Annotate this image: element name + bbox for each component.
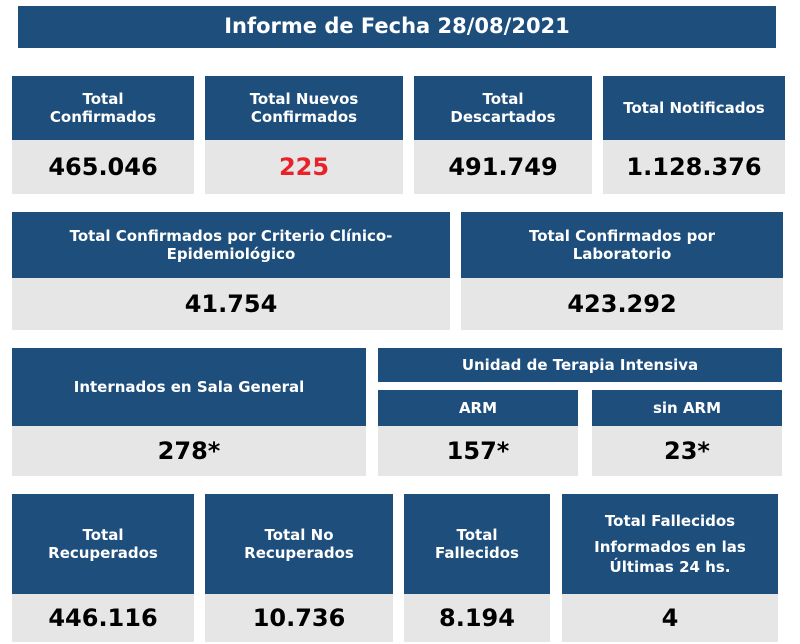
confirmados-criterio-clinico-value: 41.754 [12, 278, 450, 330]
confirmados-criterio-clinico-label-1: Total Confirmados por Criterio Clínico- [69, 227, 393, 245]
sala-general-header: Internados en Sala General [12, 348, 366, 426]
arm-header: ARM [378, 390, 578, 426]
total-no-recuperados-label-2: Recuperados [244, 544, 354, 562]
total-nuevos-confirmados-label-2: Confirmados [250, 108, 358, 126]
total-confirmados-label-1: Total [82, 90, 124, 108]
confirmados-criterio-clinico-header: Total Confirmados por Criterio Clínico- … [12, 212, 450, 278]
total-recuperados-label-1: Total [82, 526, 124, 544]
total-fallecidos-label-1: Total [456, 526, 498, 544]
uti-header: Unidad de Terapia Intensiva [378, 348, 782, 382]
total-notificados-label-1: Total Notificados [623, 99, 765, 117]
total-no-recuperados-label-1: Total No [264, 526, 334, 544]
total-fallecidos-value: 8.194 [404, 594, 550, 642]
confirmados-laboratorio-label-1: Total Confirmados por [528, 227, 716, 245]
total-recuperados-label-2: Recuperados [48, 544, 158, 562]
fallecidos-24hs-value: 4 [562, 594, 778, 642]
total-descartados-label-1: Total [482, 90, 524, 108]
total-descartados-header: Total Descartados [414, 76, 592, 140]
sala-general-label: Internados en Sala General [73, 378, 305, 396]
fallecidos-24hs-label-3: Últimas 24 hs. [609, 558, 731, 577]
confirmados-criterio-clinico-label-2: Epidemiológico [166, 245, 296, 263]
confirmados-laboratorio-label-2: Laboratorio [572, 245, 672, 263]
total-fallecidos-header: Total Fallecidos [404, 494, 550, 594]
confirmados-laboratorio-value: 423.292 [461, 278, 783, 330]
total-fallecidos-label-2: Fallecidos [435, 544, 519, 562]
sin-arm-header: sin ARM [592, 390, 782, 426]
report-title: Informe de Fecha 28/08/2021 [18, 6, 776, 48]
arm-label: ARM [458, 399, 498, 417]
fallecidos-24hs-header: Total Fallecidos Informados en las Últim… [562, 494, 778, 594]
sala-general-value: 278* [12, 426, 366, 476]
total-nuevos-confirmados-header: Total Nuevos Confirmados [205, 76, 403, 140]
total-recuperados-header: Total Recuperados [12, 494, 194, 594]
fallecidos-24hs-label-1: Total Fallecidos [604, 511, 736, 530]
total-nuevos-confirmados-value: 225 [205, 140, 403, 194]
total-confirmados-header: Total Confirmados [12, 76, 194, 140]
total-descartados-label-2: Descartados [450, 108, 556, 126]
total-descartados-value: 491.749 [414, 140, 592, 194]
sin-arm-value: 23* [592, 426, 782, 476]
fallecidos-24hs-label-2: Informados en las [594, 537, 746, 556]
sin-arm-label: sin ARM [652, 399, 722, 417]
total-no-recuperados-header: Total No Recuperados [205, 494, 393, 594]
total-no-recuperados-value: 10.736 [205, 594, 393, 642]
uti-label: Unidad de Terapia Intensiva [461, 356, 699, 374]
total-confirmados-label-2: Confirmados [49, 108, 157, 126]
report-title-text: Informe de Fecha 28/08/2021 [224, 14, 570, 39]
total-notificados-value: 1.128.376 [603, 140, 785, 194]
total-nuevos-confirmados-label-1: Total Nuevos [249, 90, 359, 108]
total-confirmados-value: 465.046 [12, 140, 194, 194]
total-recuperados-value: 446.116 [12, 594, 194, 642]
confirmados-laboratorio-header: Total Confirmados por Laboratorio [461, 212, 783, 278]
total-notificados-header: Total Notificados [603, 76, 785, 140]
arm-value: 157* [378, 426, 578, 476]
